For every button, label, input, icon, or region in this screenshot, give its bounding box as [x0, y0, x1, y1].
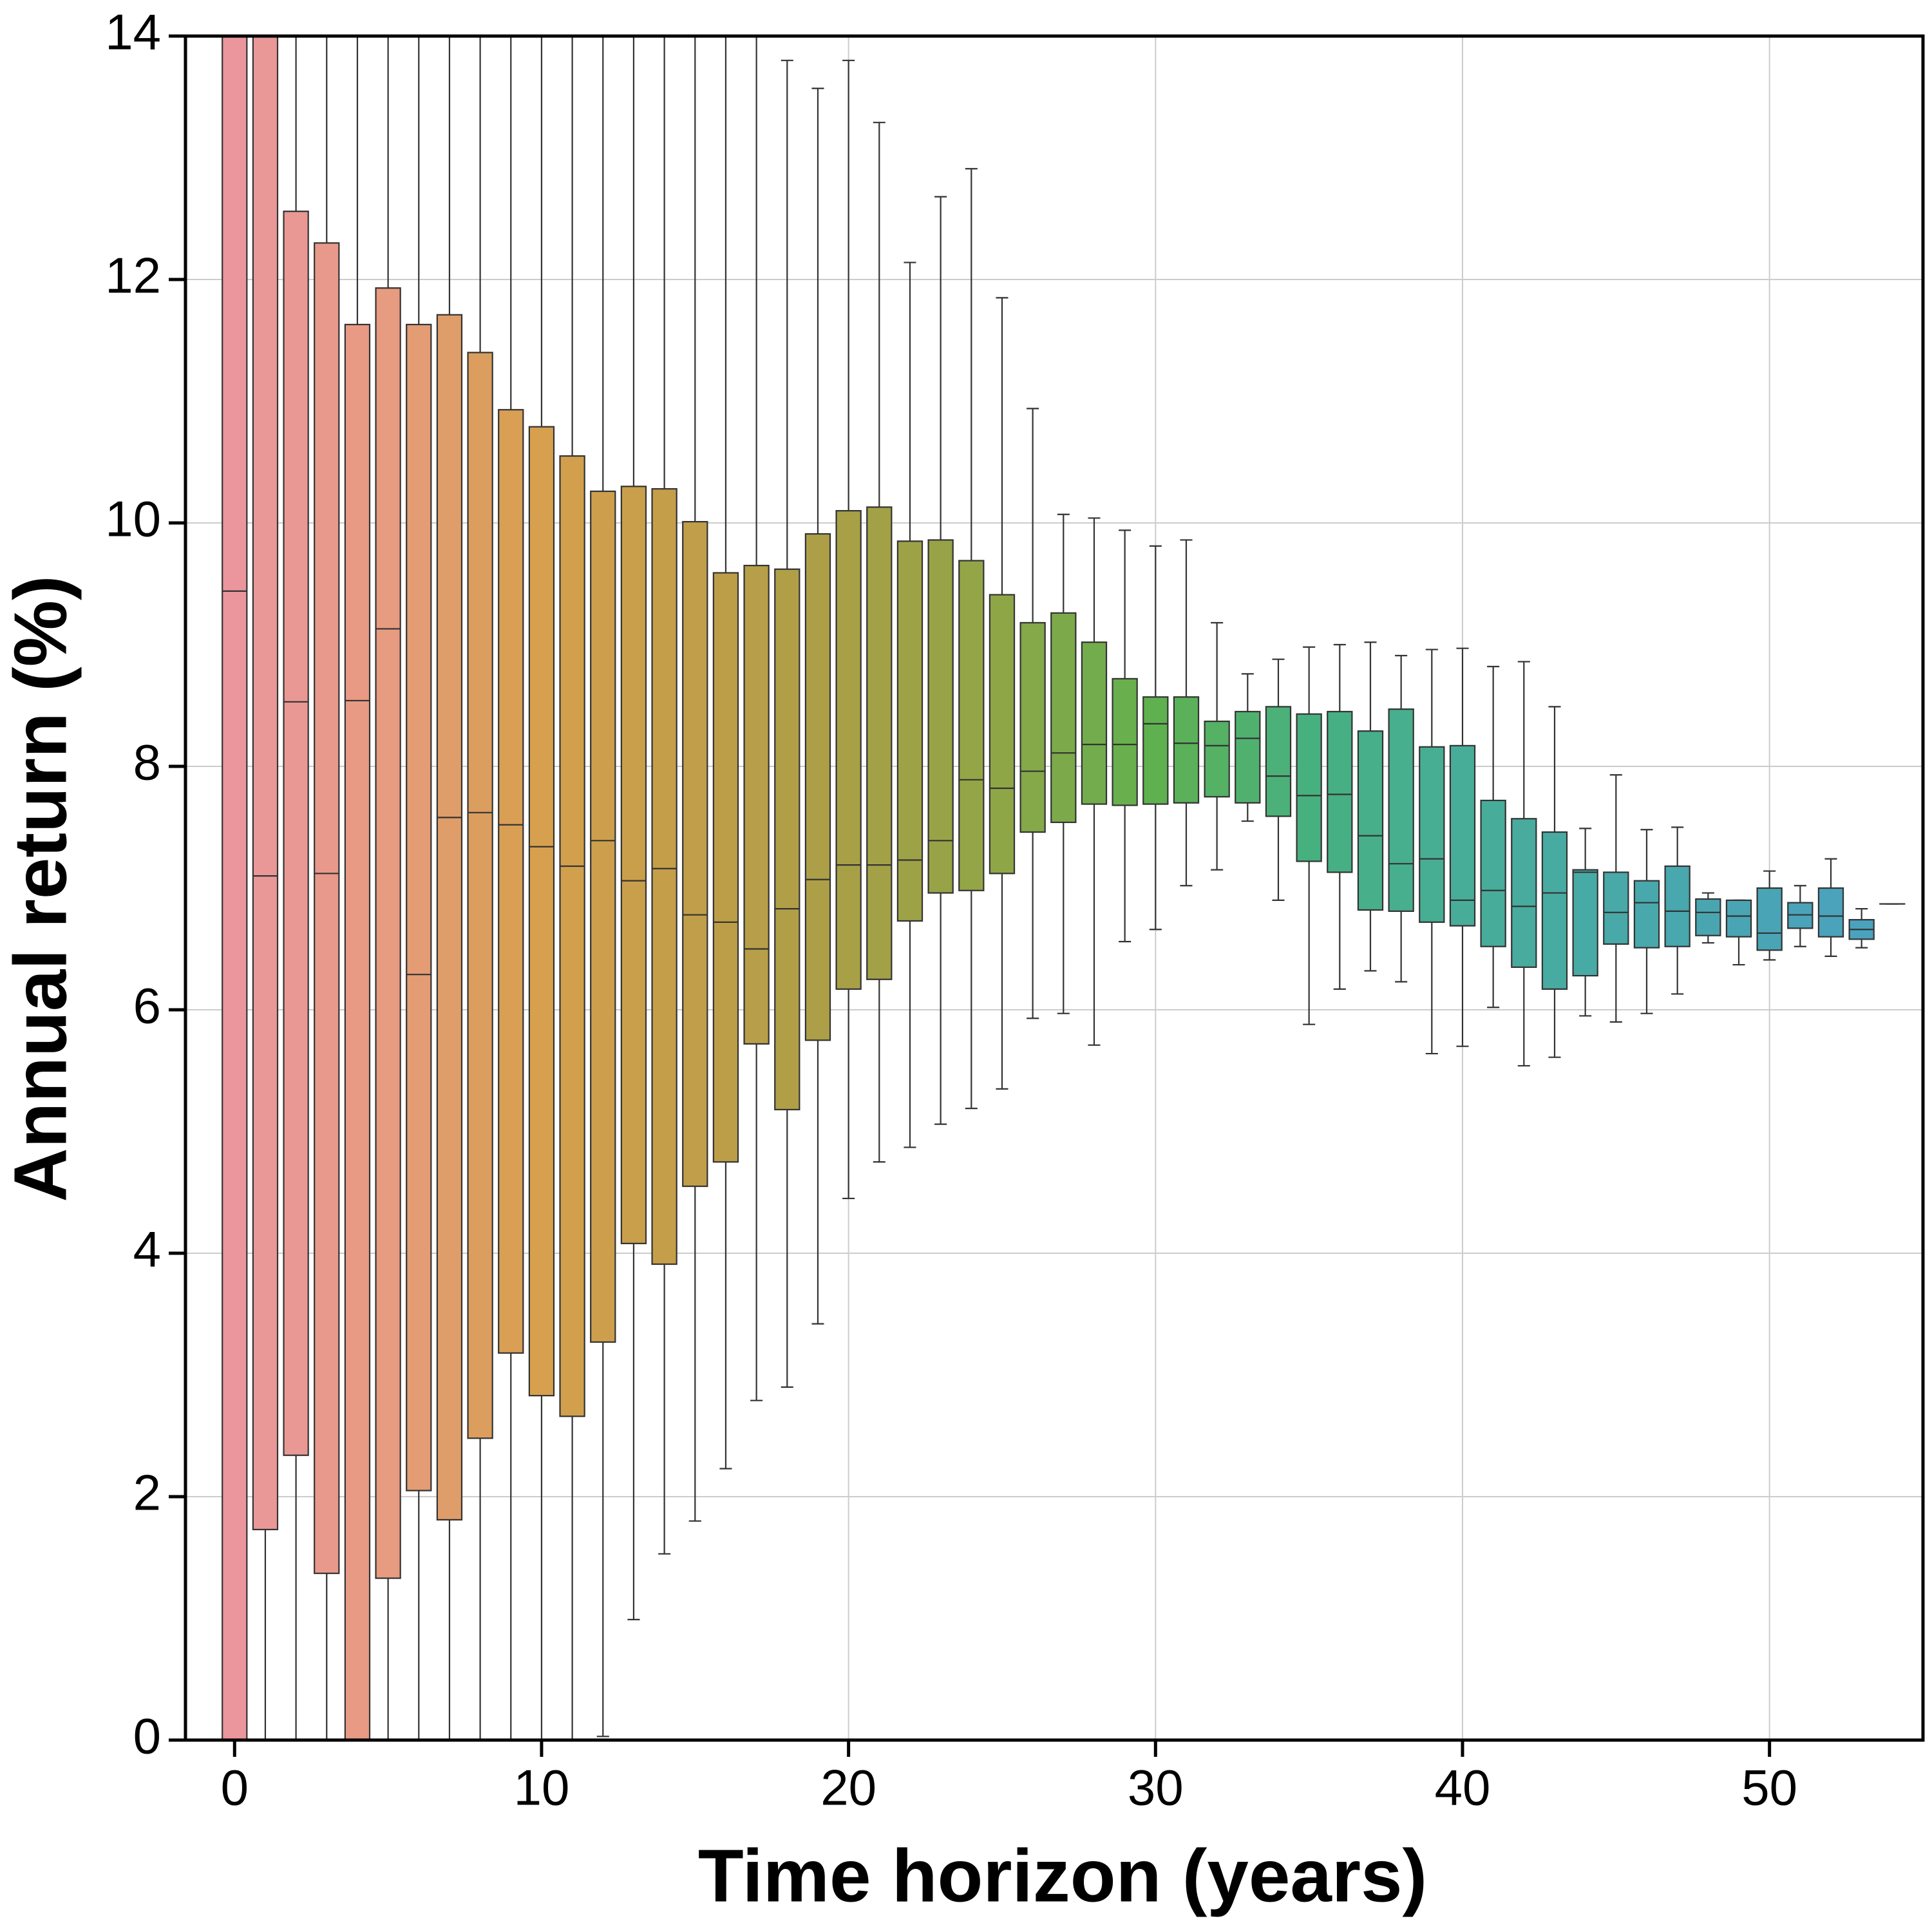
box	[774, 568, 800, 1111]
y-tick-label: 8	[133, 734, 161, 791]
box	[559, 455, 585, 1417]
box	[1142, 696, 1169, 805]
box	[1725, 899, 1752, 938]
box	[866, 506, 893, 980]
x-axis-label: Time horizon (years)	[698, 1834, 1427, 1918]
box	[1081, 641, 1108, 805]
box	[1633, 880, 1660, 949]
y-tick-label: 0	[133, 1708, 161, 1765]
box	[1112, 677, 1138, 806]
axes: 0 2 4 6 8 10 12 14 0 10 20 30 40 50	[105, 4, 1797, 1816]
plot-frame	[184, 34, 1925, 1742]
box	[1050, 612, 1077, 824]
box	[1296, 713, 1322, 862]
box	[1756, 887, 1783, 951]
box	[252, 36, 279, 1531]
box	[927, 539, 954, 894]
y-tick-label: 2	[133, 1464, 161, 1521]
x-tick-label: 50	[1741, 1759, 1797, 1816]
boxes	[222, 36, 1906, 1740]
box	[1265, 706, 1292, 817]
box	[651, 488, 677, 1265]
box	[222, 36, 248, 1740]
box	[1357, 730, 1384, 911]
box	[467, 352, 493, 1439]
x-tick-label: 20	[820, 1759, 876, 1816]
box	[436, 314, 463, 1521]
box	[590, 490, 616, 1343]
box	[1541, 831, 1568, 990]
box	[1480, 799, 1506, 947]
box	[1572, 869, 1598, 977]
box	[1327, 710, 1353, 873]
x-tick-label: 30	[1128, 1759, 1184, 1816]
y-tick-label: 6	[133, 978, 161, 1034]
box	[896, 540, 923, 922]
box	[1449, 744, 1476, 927]
y-axis-label: Annual return (%)	[0, 575, 82, 1202]
box	[1695, 898, 1721, 936]
y-tick-label: 12	[105, 247, 161, 304]
box	[1419, 746, 1445, 923]
box	[712, 572, 739, 1163]
box	[1511, 818, 1537, 968]
y-tick-label: 10	[105, 491, 161, 547]
box	[1817, 887, 1844, 938]
x-tick-label: 10	[514, 1759, 570, 1816]
box	[283, 211, 309, 1456]
box	[1019, 621, 1046, 833]
box	[804, 533, 831, 1041]
box	[989, 594, 1016, 875]
x-tick-label: 40	[1435, 1759, 1491, 1816]
box	[375, 287, 401, 1579]
box	[1173, 696, 1200, 804]
box	[406, 323, 432, 1492]
box	[1603, 871, 1629, 945]
box	[835, 509, 862, 990]
y-tick-label: 14	[105, 4, 161, 61]
box	[958, 560, 985, 891]
box	[1204, 720, 1230, 798]
box	[682, 521, 708, 1188]
y-tick-label: 4	[133, 1221, 161, 1278]
box	[1388, 708, 1414, 913]
x-tick-label: 0	[221, 1759, 249, 1816]
box	[314, 242, 340, 1575]
box	[528, 426, 555, 1397]
box	[1664, 865, 1690, 947]
box	[344, 323, 371, 1740]
box	[498, 409, 524, 1354]
box	[743, 565, 770, 1045]
box	[620, 486, 647, 1244]
box	[1235, 710, 1261, 804]
